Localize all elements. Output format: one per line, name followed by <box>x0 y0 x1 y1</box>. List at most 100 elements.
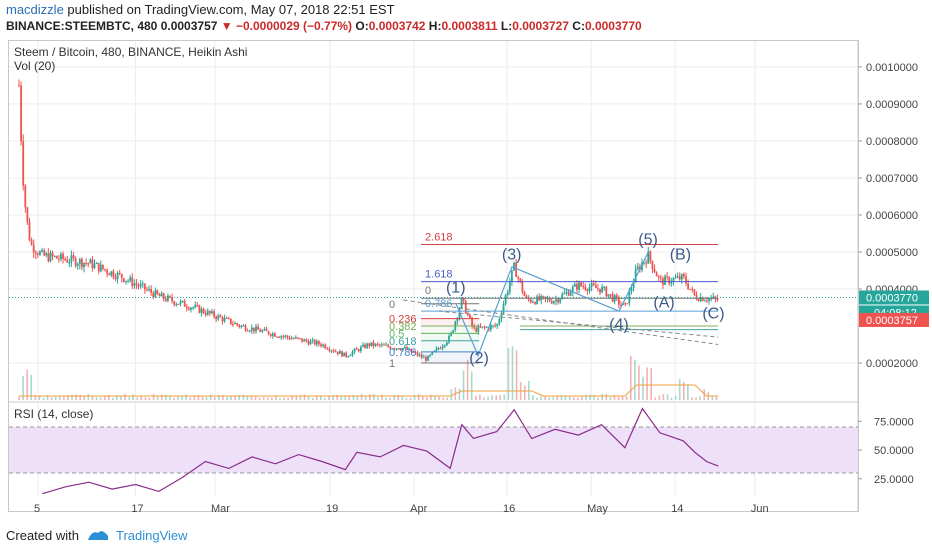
volume-bar <box>340 395 342 400</box>
candle-body <box>278 336 280 338</box>
candle-body <box>301 338 304 342</box>
volume-bar <box>381 394 383 400</box>
volume-bar <box>413 395 416 400</box>
price-tick-label: 0.0006000 <box>866 210 918 222</box>
volume-bar <box>34 395 37 400</box>
candle-body <box>202 308 205 314</box>
candle-body <box>401 348 404 351</box>
time-tick-label: Mar <box>211 503 230 515</box>
candle-body <box>397 348 400 350</box>
candle-body <box>143 283 146 290</box>
candle-body <box>481 326 484 328</box>
candle-body <box>550 301 553 304</box>
volume-bar <box>409 397 412 400</box>
candle-body <box>542 296 545 298</box>
volume-label: Vol (20) <box>14 59 56 73</box>
candle-body <box>576 284 578 290</box>
candle-body <box>693 289 696 295</box>
candle-body <box>433 350 436 353</box>
candle-body <box>513 262 515 271</box>
volume-bar <box>466 359 469 400</box>
candle-body <box>425 356 427 361</box>
fib-retracement-label: 0.786 <box>389 347 417 359</box>
volume-bar <box>116 395 118 400</box>
candle-body <box>511 270 513 283</box>
volume-bar <box>417 394 420 400</box>
candle-body <box>167 295 169 301</box>
volume-bar <box>601 394 604 400</box>
candle-body <box>435 348 438 351</box>
candle-body <box>150 288 153 293</box>
candle-body <box>567 291 570 296</box>
candle-body <box>280 336 283 338</box>
candle-body <box>28 221 31 241</box>
candle-body <box>307 341 310 345</box>
candle-body <box>569 292 572 296</box>
candle-body <box>286 335 289 338</box>
candle-body <box>601 286 604 293</box>
candle-body <box>311 339 314 341</box>
candle-body <box>93 263 96 269</box>
wave-label: (A) <box>653 294 674 311</box>
tradingview-brand[interactable]: TradingView <box>116 528 188 543</box>
candle-body <box>313 339 316 345</box>
candle-body <box>687 283 690 289</box>
candle-body <box>380 344 383 346</box>
volume-bar <box>377 397 379 400</box>
wave-label: (2) <box>469 350 489 367</box>
candle-body <box>395 348 398 350</box>
volume-bar <box>523 385 526 400</box>
volume-bar <box>177 396 179 400</box>
candle-body <box>697 299 700 302</box>
candle-body <box>154 290 157 298</box>
high-value: 0.0003811 <box>441 19 498 33</box>
volume-bar <box>658 395 661 400</box>
volume-bar <box>152 394 155 400</box>
candle-body <box>66 259 69 263</box>
candle-body <box>91 259 94 269</box>
candle-body <box>269 334 272 336</box>
volume-bar <box>532 395 534 400</box>
candle-body <box>297 337 299 339</box>
volume-bar <box>91 395 94 400</box>
volume-bar <box>634 359 636 400</box>
candle-body <box>571 286 574 293</box>
rsi-label: RSI (14, close) <box>14 407 94 421</box>
volume-bar <box>434 396 436 400</box>
volume-bar <box>385 397 387 400</box>
candle-body <box>169 295 171 298</box>
candle-body <box>504 294 507 304</box>
candle-body <box>674 277 677 279</box>
candle-body <box>351 351 354 356</box>
candle-body <box>292 338 295 340</box>
candle-body <box>376 343 379 345</box>
candle-body <box>225 317 228 319</box>
chart-canvas[interactable]: 0.0010000 0.0009000 0.0008000 0.0007000 0.00… <box>0 0 932 520</box>
volume-bar <box>560 395 563 400</box>
candle-body <box>288 337 291 340</box>
candle-body <box>68 262 71 264</box>
candle-body <box>701 297 704 301</box>
candle-body <box>349 355 352 357</box>
tradingview-logo-icon[interactable] <box>86 527 110 543</box>
author-link[interactable]: macdizzle <box>6 2 64 17</box>
candle-body <box>347 356 350 358</box>
volume-bar <box>328 395 330 400</box>
volume-bar <box>107 394 110 400</box>
fib-band <box>421 325 480 334</box>
candle-body <box>30 240 33 245</box>
volume-bar <box>258 397 261 400</box>
candle-body <box>217 315 220 320</box>
volume-bar <box>544 396 546 400</box>
candle-body <box>108 273 111 276</box>
candle-body <box>133 283 136 286</box>
volume-bar <box>585 394 587 400</box>
candle-body <box>70 255 73 263</box>
candle-body <box>261 330 264 332</box>
candle-body <box>78 259 81 265</box>
candle-body <box>531 302 534 304</box>
candle-body <box>546 298 549 300</box>
volume-bar <box>46 395 49 400</box>
volume-bar <box>528 380 530 400</box>
candle-body <box>204 313 207 315</box>
